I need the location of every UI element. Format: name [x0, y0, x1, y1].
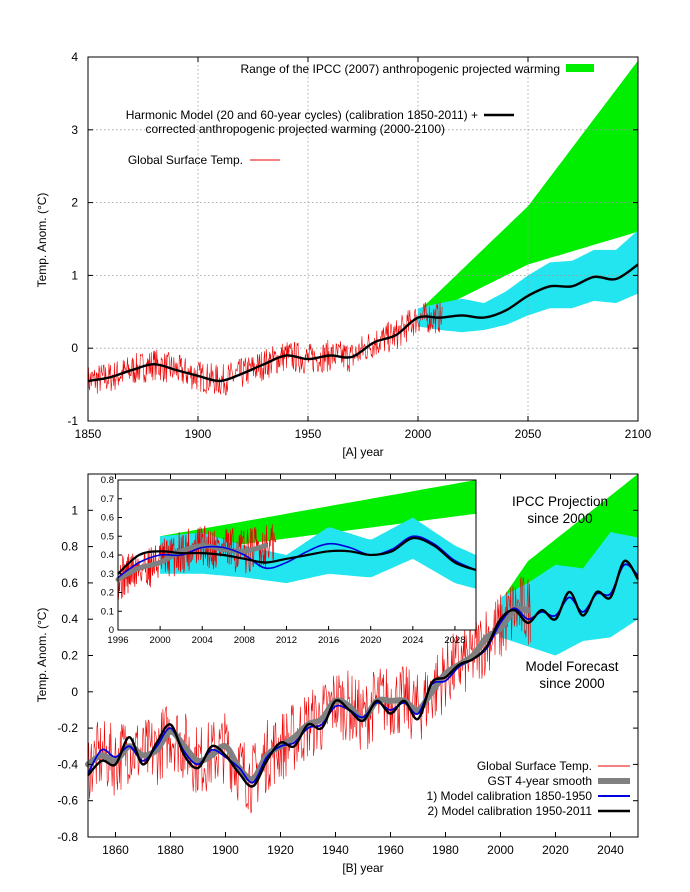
chart-b-legend-gst-label: Global Surface Temp. [477, 759, 592, 773]
chart-a-xtick-label-2: 1950 [295, 427, 322, 441]
chart-b-lines [85, 559, 640, 788]
chart-a-ipcc-range-band [418, 60, 638, 320]
chart-a-ticks: 1850 1900 1950 2000 2050 2100 -1 0 1 2 3 4 [67, 50, 651, 441]
chart-b-ytick-label-0: -0.8 [57, 830, 78, 844]
chart-b-xtick-label-3: 1920 [267, 843, 294, 857]
chart-a-xtick-label-0: 1850 [75, 427, 102, 441]
chart-a-legend: Range of the IPCC (2007) anthropogenic p… [126, 62, 594, 167]
chart-b-xtick-label-0: 1860 [102, 843, 129, 857]
chart-a-ytick-label-2: 1 [71, 268, 78, 282]
chart-b: 1860 1880 1900 1920 1940 1960 1980 2000 2020 2040… [35, 473, 640, 875]
inset-xtick-label-2: 2004 [192, 635, 213, 646]
chart-b-xtick-label-5: 1960 [377, 843, 404, 857]
chart-b-legend-smooth-label: GST 4-year smooth [488, 774, 592, 788]
chart-b-model-1950-2011-line [87, 559, 640, 788]
chart-a-ytick-label-3: 2 [71, 196, 78, 210]
inset-ytick-label-6: 0.6 [101, 513, 114, 524]
chart-b-xtick-label-2: 1900 [212, 843, 239, 857]
chart-b-model-forecast-band [500, 532, 638, 656]
annotation-model-forecast-2: since 2000 [539, 676, 604, 691]
chart-a-legend-model-label-2: corrected anthropogenic projected warmin… [145, 122, 445, 136]
chart-a-frame [87, 56, 639, 422]
inset-xtick-label-5: 2016 [318, 635, 339, 646]
inset-xtick-label-7: 2024 [402, 635, 423, 646]
chart-a: 1850 1900 1950 2000 2050 2100 -1 0 1 2 3 4 Range of… [35, 50, 652, 459]
chart-a-ytick-label-4: 3 [71, 123, 78, 137]
chart-a-xtick-label-4: 2050 [515, 427, 542, 441]
inset-ticks: 1996 2000 2004 2008 2012 2016 2020 2024 2028 0 0.1… [101, 475, 466, 646]
chart-b-ytick-label-9: 1 [71, 503, 78, 517]
inset-xtick-label-8: 2028 [444, 635, 465, 646]
inset-gst-smooth-line [115, 543, 268, 582]
chart-b-ytick-label-1: -0.6 [57, 794, 78, 808]
chart-b-legend: Global Surface Temp. GST 4-year smooth 1… [427, 759, 630, 818]
chart-b-ticks: 1860 1880 1900 1920 1940 1960 1980 2000 2020 2040… [57, 474, 638, 857]
chart-a-xtick-label-3: 2000 [405, 427, 432, 441]
chart-b-annotations: IPCC Projection since 2000 Model Forecas… [512, 494, 619, 691]
chart-a-xlabel: [A] year [342, 445, 383, 459]
annotation-ipcc-projection-2: since 2000 [527, 511, 592, 526]
chart-b-xtick-label-8: 2020 [542, 843, 569, 857]
inset-ytick-label-7: 0.7 [101, 494, 114, 505]
chart-a-legend-model-label: Harmonic Model (20 and 60-year cycles) (… [126, 108, 478, 122]
annotation-model-forecast: Model Forecast [525, 659, 618, 674]
chart-b-ytick-label-2: -0.4 [57, 757, 78, 771]
inset-ytick-label-8: 0.8 [101, 475, 114, 486]
inset-lines [115, 535, 477, 582]
chart-b-ytick-label-3: -0.2 [57, 721, 78, 735]
chart-a-legend-ipcc-swatch [566, 64, 594, 72]
chart-a-observed [87, 302, 443, 398]
chart-a-xtick-label-1: 1900 [185, 427, 212, 441]
chart-a-ylabel: Temp. Anom. (°C) [35, 193, 49, 288]
chart-b-xtick-label-7: 2000 [487, 843, 514, 857]
chart-a-xtick-label-5: 2100 [625, 427, 652, 441]
inset-ytick-label-0: 0 [109, 625, 114, 636]
inset-ytick-label-5: 0.5 [101, 531, 114, 542]
chart-a-ytick-label-5: 4 [71, 50, 78, 64]
chart-a-harmonic-model-line [87, 263, 639, 383]
chart-a-ytick-label-0: -1 [67, 414, 78, 428]
chart-b-bands [500, 474, 638, 656]
chart-b-ytick-label-4: 0 [71, 685, 78, 699]
inset-xtick-label-0: 1996 [107, 635, 128, 646]
chart-b-xtick-label-6: 1980 [432, 843, 459, 857]
chart-b-ytick-label-8: 0.8 [61, 540, 78, 554]
chart-b-inset: 1996 2000 2004 2008 2012 2016 2020 2024 2028 0 0.1… [101, 475, 477, 646]
chart-b-ytick-label-5: 0.2 [61, 649, 78, 663]
inset-ytick-label-3: 0.3 [101, 569, 114, 580]
chart-b-ylabel: Temp. Anom. (°C) [35, 608, 49, 703]
chart-a-grid [88, 57, 638, 421]
inset-ytick-label-4: 0.4 [101, 550, 114, 561]
inset-ytick-label-2: 0.2 [101, 588, 114, 599]
inset-xtick-label-3: 2008 [234, 635, 255, 646]
chart-a-legend-gst-label: Global Surface Temp. [128, 153, 243, 167]
chart-b-legend-model1-label: 1) Model calibration 1850-1950 [427, 789, 593, 803]
chart-b-xtick-label-1: 1880 [157, 843, 184, 857]
inset-model-1950-2011-line [117, 536, 477, 575]
chart-b-xtick-label-9: 2040 [597, 843, 624, 857]
chart-a-lines [87, 263, 639, 383]
chart-b-xtick-label-4: 1940 [322, 843, 349, 857]
chart-a-global-surface-temp-line [87, 302, 443, 398]
annotation-ipcc-projection: IPCC Projection [512, 494, 608, 509]
chart-b-xlabel: [B] year [342, 861, 383, 875]
chart-b-ytick-label-7: 0.6 [61, 576, 78, 590]
inset-xtick-label-1: 2000 [150, 635, 171, 646]
inset-xtick-label-6: 2020 [360, 635, 381, 646]
chart-b-ytick-label-6: 0.4 [61, 612, 78, 626]
inset-xtick-label-4: 2012 [276, 635, 297, 646]
chart-a-ytick-label-1: 0 [71, 341, 78, 355]
inset-ytick-label-1: 0.1 [101, 606, 114, 617]
chart-a-legend-ipcc-label: Range of the IPCC (2007) anthropogenic p… [240, 62, 560, 76]
chart-b-legend-model2-label: 2) Model calibration 1950-2011 [427, 804, 592, 818]
